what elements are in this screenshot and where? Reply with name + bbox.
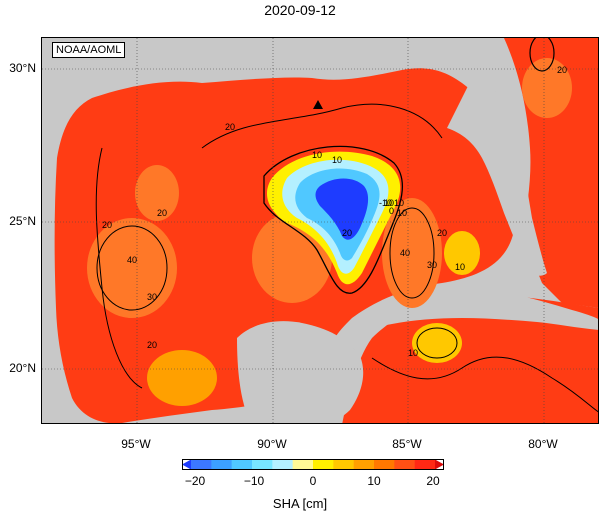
contour-label: 20 [437,228,447,238]
contour-label: 20 [102,220,112,230]
colorbar-tick: −10 [243,474,265,488]
lon-label-80w: 80°W [528,437,558,451]
contour-line-4 [389,207,435,299]
credit-label: NOAA/AOML [52,42,126,58]
florida-land [447,78,547,276]
lat-label-25n: 25°N [9,214,36,228]
colorbar-tick: 10 [367,474,381,488]
contour-label: 10 [394,198,404,208]
colorbar [182,459,444,470]
contour-line-8 [371,356,598,413]
contour-label: 0 [389,206,394,216]
colorbar-title: SHA [cm] [272,496,328,511]
contour-label: -10 [379,198,392,208]
caribbean-ocean [342,295,598,423]
triangle-marker-icon [313,100,323,109]
contour-label: 30 [147,292,157,302]
colorbar-cell [191,459,212,470]
anomaly-warm-e [382,198,442,308]
contour-line-7 [95,147,143,389]
contour-label: 20 [157,208,167,218]
contour-label: 10 [397,208,407,218]
contour-label: 10 [332,155,342,165]
lon-label-95w: 95°W [121,437,151,451]
colorbar-cell [394,459,415,470]
contour-line-5 [529,38,555,72]
lat-label-20n: 20°N [9,361,36,375]
anomaly-warm-s [147,350,217,406]
contour-label: 10 [455,262,465,272]
contour-label: 10 [408,348,418,358]
colorbar-cell [211,459,232,470]
colorbar-tick: 0 [309,474,317,488]
contour-label: 20 [147,340,157,350]
cold-eddy-core [315,178,369,240]
map-title: 2020-09-12 [264,2,336,18]
colorbar-cell [292,459,314,470]
contour-label: 20 [557,65,567,75]
sha-map: 20 10 10 20 40 30 20 20 20 20 30 10 40 1… [42,38,598,423]
contour-label: 10 [384,198,394,208]
lon-label-90w: 90°W [257,437,287,451]
anomaly-warm-strait [444,231,480,275]
contour-label: 30 [427,260,437,270]
contour-line-2 [263,145,403,294]
map-panel: 20 10 10 20 40 30 20 20 20 20 30 10 40 1… [41,37,599,424]
colorbar-arrow-high [435,459,444,470]
contour-line-3 [96,225,168,311]
graticule [42,38,598,423]
colorbar-cell [231,459,253,470]
colorbar-cell [333,459,354,470]
contour-label: 40 [400,248,410,258]
anomaly-warm-carib [412,323,462,363]
colorbar-cell [374,459,395,470]
yucatan-land [237,321,364,423]
contour-label: 40 [127,255,137,265]
anomaly-warm-west [87,218,177,318]
contour-line-6 [416,327,458,359]
colorbar-cell [414,459,436,470]
contour-label: 20 [342,228,352,238]
anomaly-warm-atl [522,58,572,118]
contour-label: 10 [312,150,322,160]
colorbar-tick: 20 [426,474,440,488]
colorbar-tick: −20 [184,474,206,488]
colorbar-cell [353,459,375,470]
contour-label: 20 [225,122,235,132]
colorbar-arrow-low [182,459,191,470]
colorbar-cell [313,459,334,470]
colorbar-cell [272,459,293,470]
colorbar-cell [252,459,273,470]
anomaly-warm-w2 [135,165,179,221]
lon-label-85w: 85°W [392,437,422,451]
contour-line-1 [201,103,443,149]
lat-label-30n: 30°N [9,61,36,75]
